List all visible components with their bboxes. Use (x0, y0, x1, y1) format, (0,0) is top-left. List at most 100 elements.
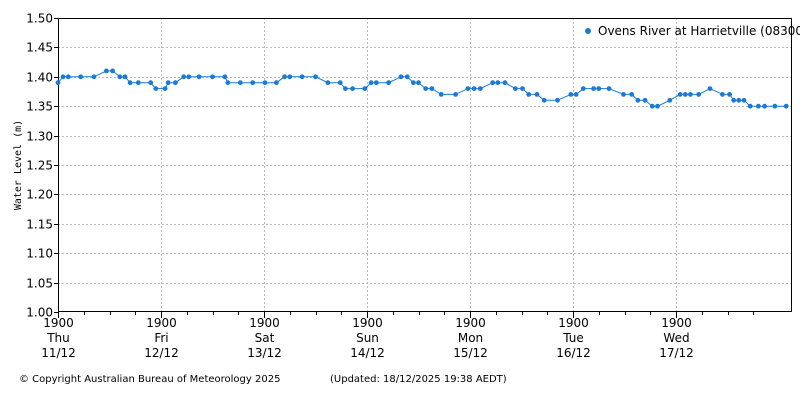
data-point (688, 92, 693, 97)
data-point (373, 80, 379, 86)
data-point (250, 80, 256, 86)
x-tick-date: 14/12 (350, 346, 385, 360)
y-tick-label: 1.10 (26, 247, 53, 261)
y-axis-title: Water Level (m) (13, 120, 24, 210)
data-point (534, 92, 540, 97)
x-axis-ticks: 1900Thu11/121900Fri12/121900Sat13/121900… (41, 312, 754, 360)
data-point (736, 97, 742, 103)
plot-background (58, 18, 792, 312)
data-point (649, 103, 655, 109)
data-point (696, 92, 702, 97)
grid-lines (58, 18, 792, 312)
data-point (720, 92, 725, 97)
data-point (368, 80, 374, 86)
data-point (343, 86, 348, 91)
data-point (731, 97, 737, 103)
data-point (741, 97, 747, 103)
data-point (210, 74, 215, 80)
data-point (91, 74, 97, 80)
x-tick-day: Sat (255, 331, 275, 345)
data-point (606, 86, 612, 91)
x-tick-day: Wed (663, 331, 689, 345)
x-tick-time: 1900 (661, 316, 692, 330)
y-tick-label: 1.00 (26, 306, 53, 320)
x-tick-day: Thu (46, 331, 70, 345)
x-tick-date: 13/12 (247, 346, 282, 360)
y-tick-label: 1.05 (26, 277, 53, 291)
data-point (490, 80, 496, 86)
data-point (580, 86, 586, 91)
x-tick-date: 17/12 (659, 346, 694, 360)
data-point (416, 80, 421, 86)
data-point (596, 86, 602, 91)
data-point (104, 68, 109, 74)
data-point (222, 74, 228, 80)
x-tick-day: Fri (154, 331, 168, 345)
data-point (60, 74, 66, 80)
y-tick-label: 1.25 (26, 159, 53, 173)
data-point (772, 103, 778, 109)
data-point (287, 74, 293, 80)
x-tick-date: 16/12 (556, 346, 591, 360)
data-point (438, 92, 444, 97)
data-point (621, 92, 626, 97)
data-point (635, 97, 641, 103)
data-point (117, 74, 123, 80)
legend-marker (585, 28, 591, 34)
data-point (299, 74, 305, 80)
y-tick-label: 1.15 (26, 218, 53, 232)
y-tick-label: 1.20 (26, 188, 53, 202)
data-point (495, 80, 501, 86)
y-tick-label: 1.30 (26, 130, 53, 144)
data-point (153, 86, 159, 91)
x-tick-date: 11/12 (41, 346, 76, 360)
data-point (591, 86, 596, 91)
data-point (526, 92, 532, 97)
data-point (313, 74, 318, 80)
data-point (110, 68, 115, 74)
data-point (398, 74, 404, 80)
x-tick-time: 1900 (146, 316, 177, 330)
data-point (262, 80, 268, 86)
series-ovens-river (55, 68, 789, 109)
data-point (429, 86, 435, 91)
data-point (762, 103, 767, 109)
data-point (122, 74, 128, 80)
data-point (667, 97, 673, 103)
y-tick-label: 1.50 (26, 12, 53, 26)
data-point (727, 92, 732, 97)
data-point (677, 92, 683, 97)
data-point (568, 92, 574, 97)
x-tick-time: 1900 (249, 316, 280, 330)
data-point (337, 80, 343, 86)
data-point (135, 80, 141, 86)
x-tick-time: 1900 (455, 316, 486, 330)
data-point (181, 74, 187, 80)
data-point (783, 103, 789, 109)
data-point (512, 86, 518, 91)
x-tick-day: Tue (562, 331, 584, 345)
x-tick-date: 12/12 (144, 346, 179, 360)
y-tick-label: 1.35 (26, 100, 53, 114)
x-tick-day: Mon (458, 331, 483, 345)
legend: Ovens River at Harrietville (083001) (585, 24, 800, 38)
data-point (162, 86, 168, 91)
data-point (186, 74, 192, 80)
data-point (471, 86, 477, 91)
data-point (362, 86, 368, 91)
x-tick-date: 15/12 (453, 346, 488, 360)
data-point (173, 80, 178, 86)
data-point (502, 80, 508, 86)
data-point (225, 80, 231, 86)
data-point (520, 86, 525, 91)
data-point (325, 80, 331, 86)
data-point (282, 74, 287, 80)
data-point (629, 92, 635, 97)
data-point (55, 80, 61, 86)
data-point (555, 97, 560, 103)
data-point (655, 103, 660, 109)
data-point (453, 92, 458, 97)
data-point (350, 86, 355, 91)
data-point (237, 80, 243, 86)
